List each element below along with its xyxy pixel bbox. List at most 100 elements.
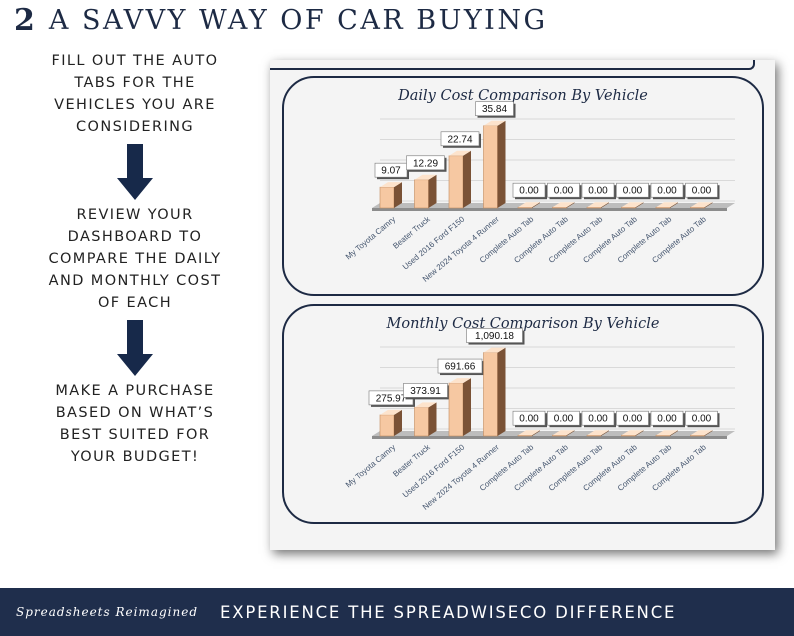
bar-side — [601, 202, 609, 208]
data-label-box — [616, 182, 649, 198]
bar — [552, 206, 567, 209]
data-label: 0.00 — [519, 414, 539, 425]
bar-top — [414, 174, 437, 180]
bar — [448, 382, 464, 437]
step-number: 2 — [14, 2, 35, 38]
bar — [414, 407, 429, 437]
data-label-box — [403, 383, 448, 398]
bar-side — [670, 430, 678, 436]
bar-side — [704, 430, 713, 436]
bar-side — [428, 174, 437, 208]
data-label: 9.07 — [381, 166, 401, 177]
data-label-box — [437, 358, 483, 374]
bar-top — [380, 409, 402, 415]
bar-top — [552, 430, 575, 436]
data-label-box — [581, 182, 615, 198]
data-label: 0.00 — [692, 186, 712, 197]
data-label-box — [466, 328, 523, 343]
bar-top — [518, 430, 540, 436]
bar-side — [463, 150, 471, 208]
brand-signature: Spreadsheets Reimagined — [16, 605, 198, 619]
bar — [414, 179, 429, 209]
daily-chart-title: Daily Cost Comparison By Vehicle — [398, 88, 648, 104]
instruction-steps: FILL OUT THE AUTO TABS FOR THE VEHICLES … — [30, 50, 240, 468]
bar — [517, 434, 533, 437]
monthly-chart-title: Monthly Cost Comparison By Vehicle — [386, 316, 660, 332]
bar — [655, 206, 671, 209]
data-label-box — [512, 182, 546, 198]
bar-side — [394, 182, 402, 208]
bar — [690, 206, 705, 209]
bar — [483, 125, 498, 209]
data-label: 35.84 — [482, 104, 507, 115]
dashboard-sheet: Daily Cost Comparison By Vehicle 9.07 My … — [270, 60, 775, 550]
data-label: 691.66 — [445, 362, 476, 373]
step-review-dashboard: REVIEW YOUR DASHBOARD TO COMPARE THE DAI… — [48, 207, 222, 311]
bar-top — [656, 202, 678, 208]
data-label: 0.00 — [588, 186, 608, 197]
bar-top — [449, 378, 471, 384]
bar — [379, 186, 395, 209]
chart-floor-edge — [372, 208, 727, 211]
category-tick-label: Used 2016 Ford F150 — [401, 442, 467, 499]
bar-side — [428, 402, 437, 436]
bar-top — [621, 430, 644, 436]
bar-side — [394, 409, 402, 436]
bar-top — [518, 202, 540, 208]
bar-top — [587, 430, 609, 436]
data-label: 0.00 — [623, 414, 643, 425]
step-fill-out-tabs: FILL OUT THE AUTO TABS FOR THE VEHICLES … — [51, 53, 219, 135]
data-label: 0.00 — [519, 186, 539, 197]
data-label-box — [581, 410, 615, 426]
bar-side — [704, 202, 713, 208]
bar-top — [587, 202, 609, 208]
bar-side — [566, 202, 575, 208]
bar — [448, 155, 464, 209]
bar-side — [566, 430, 575, 436]
data-label: 12.29 — [413, 158, 438, 169]
data-label: 0.00 — [692, 414, 712, 425]
data-label-box — [374, 162, 408, 178]
data-label: 275.97 — [376, 393, 407, 404]
bar-top — [414, 402, 437, 408]
category-tick-label: Used 2016 Ford F150 — [401, 214, 467, 271]
bar — [655, 434, 671, 437]
footer-tagline: EXPERIENCE THE SPREADWISECO DIFFERENCE — [220, 602, 677, 622]
data-label: 373.91 — [410, 386, 441, 397]
data-label-box — [475, 101, 514, 117]
data-label-box — [440, 131, 480, 147]
data-label: 0.00 — [554, 186, 574, 197]
sheet-top-border — [270, 60, 755, 70]
category-tick-label: My Toyota Camry — [344, 215, 397, 262]
bar-side — [601, 430, 609, 436]
data-label-box — [650, 410, 684, 426]
bar-top — [483, 120, 506, 126]
data-label: 0.00 — [623, 186, 643, 197]
data-label-box — [685, 182, 718, 198]
bar-top — [552, 202, 575, 208]
bar-top — [690, 202, 713, 208]
bar-side — [532, 202, 540, 208]
data-label-box — [547, 182, 580, 198]
data-label-box — [512, 410, 546, 426]
bar — [621, 206, 636, 209]
data-label-box — [650, 182, 684, 198]
arrow-down-icon — [30, 314, 240, 380]
bar — [552, 434, 567, 437]
data-label: 0.00 — [657, 186, 677, 197]
data-label: 0.00 — [554, 414, 574, 425]
bar-top — [621, 202, 644, 208]
bar-side — [463, 378, 471, 436]
footer-banner: Spreadsheets Reimagined EXPERIENCE THE S… — [0, 588, 794, 636]
data-label-box — [406, 155, 445, 171]
bar-top — [449, 150, 471, 156]
bar — [690, 434, 705, 437]
daily-cost-chart-panel: Daily Cost Comparison By Vehicle 9.07 My … — [282, 76, 764, 296]
monthly-cost-chart-panel: Monthly Cost Comparison By Vehicle 275.9… — [282, 304, 764, 524]
data-label-box — [547, 410, 580, 426]
bar-top — [656, 430, 678, 436]
data-label: 0.00 — [657, 414, 677, 425]
bar — [483, 352, 498, 437]
arrow-down-icon — [30, 138, 240, 204]
